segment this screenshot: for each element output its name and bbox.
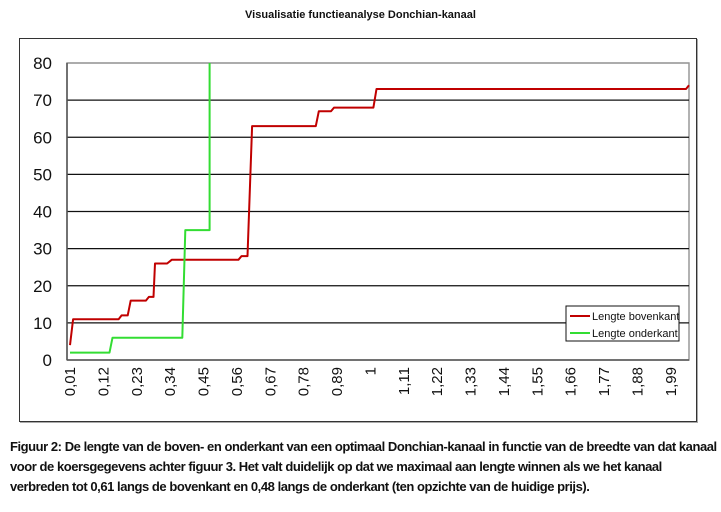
chart-title: Visualisatie functieanalyse Donchian-kan… xyxy=(245,9,476,21)
y-tick-label: 60 xyxy=(33,128,52,147)
x-tick-label: 1,55 xyxy=(529,367,546,396)
x-tick-label: 1,77 xyxy=(596,367,613,396)
figure-caption: Figuur 2: De lengte van de boven- en ond… xyxy=(10,439,717,494)
y-tick-label: 0 xyxy=(43,351,52,370)
x-tick-label: 1,44 xyxy=(496,367,513,396)
legend xyxy=(565,305,680,342)
x-tick-label: 0,01 xyxy=(62,367,79,396)
y-tick-label: 30 xyxy=(33,240,52,259)
x-tick-label: 1,66 xyxy=(563,367,580,396)
x-tick-label: 1 xyxy=(362,367,379,375)
x-tick-label: 0,67 xyxy=(262,367,279,396)
x-tick-label: 1,22 xyxy=(429,367,446,396)
chart-frame xyxy=(19,38,697,422)
x-tick-label: 0,45 xyxy=(196,367,213,396)
x-tick-label: 0,23 xyxy=(129,367,146,396)
x-tick-label: 1,11 xyxy=(396,367,413,395)
series-line-onderkant xyxy=(70,63,211,354)
y-tick-label: 80 xyxy=(33,54,52,73)
x-tick-label: 1,88 xyxy=(629,367,646,396)
x-tick-label: 1,33 xyxy=(463,367,480,396)
x-tick-label: 0,12 xyxy=(95,367,112,396)
x-tick-label: 0,89 xyxy=(329,367,346,396)
y-tick-label: 20 xyxy=(33,277,52,296)
y-tick-label: 10 xyxy=(33,314,52,333)
x-tick-label: 1,99 xyxy=(663,367,680,396)
x-tick-label: 0,78 xyxy=(296,367,313,396)
chart: 0 10 20 30 40 50 60 70 80 0,01 0,12 0,23 0,34 0,45 0,5… xyxy=(33,54,690,396)
y-tick-label: 40 xyxy=(33,203,52,222)
x-tick-label: 0,34 xyxy=(162,367,179,396)
series-line-bovenkant xyxy=(69,84,690,346)
legend-label: Lengte bovenkant xyxy=(592,311,679,323)
y-tick-label: 70 xyxy=(33,91,52,110)
legend-label: Lengte onderkant xyxy=(592,328,678,340)
x-tick-label: 0,56 xyxy=(229,367,246,396)
y-tick-label: 50 xyxy=(33,165,52,184)
